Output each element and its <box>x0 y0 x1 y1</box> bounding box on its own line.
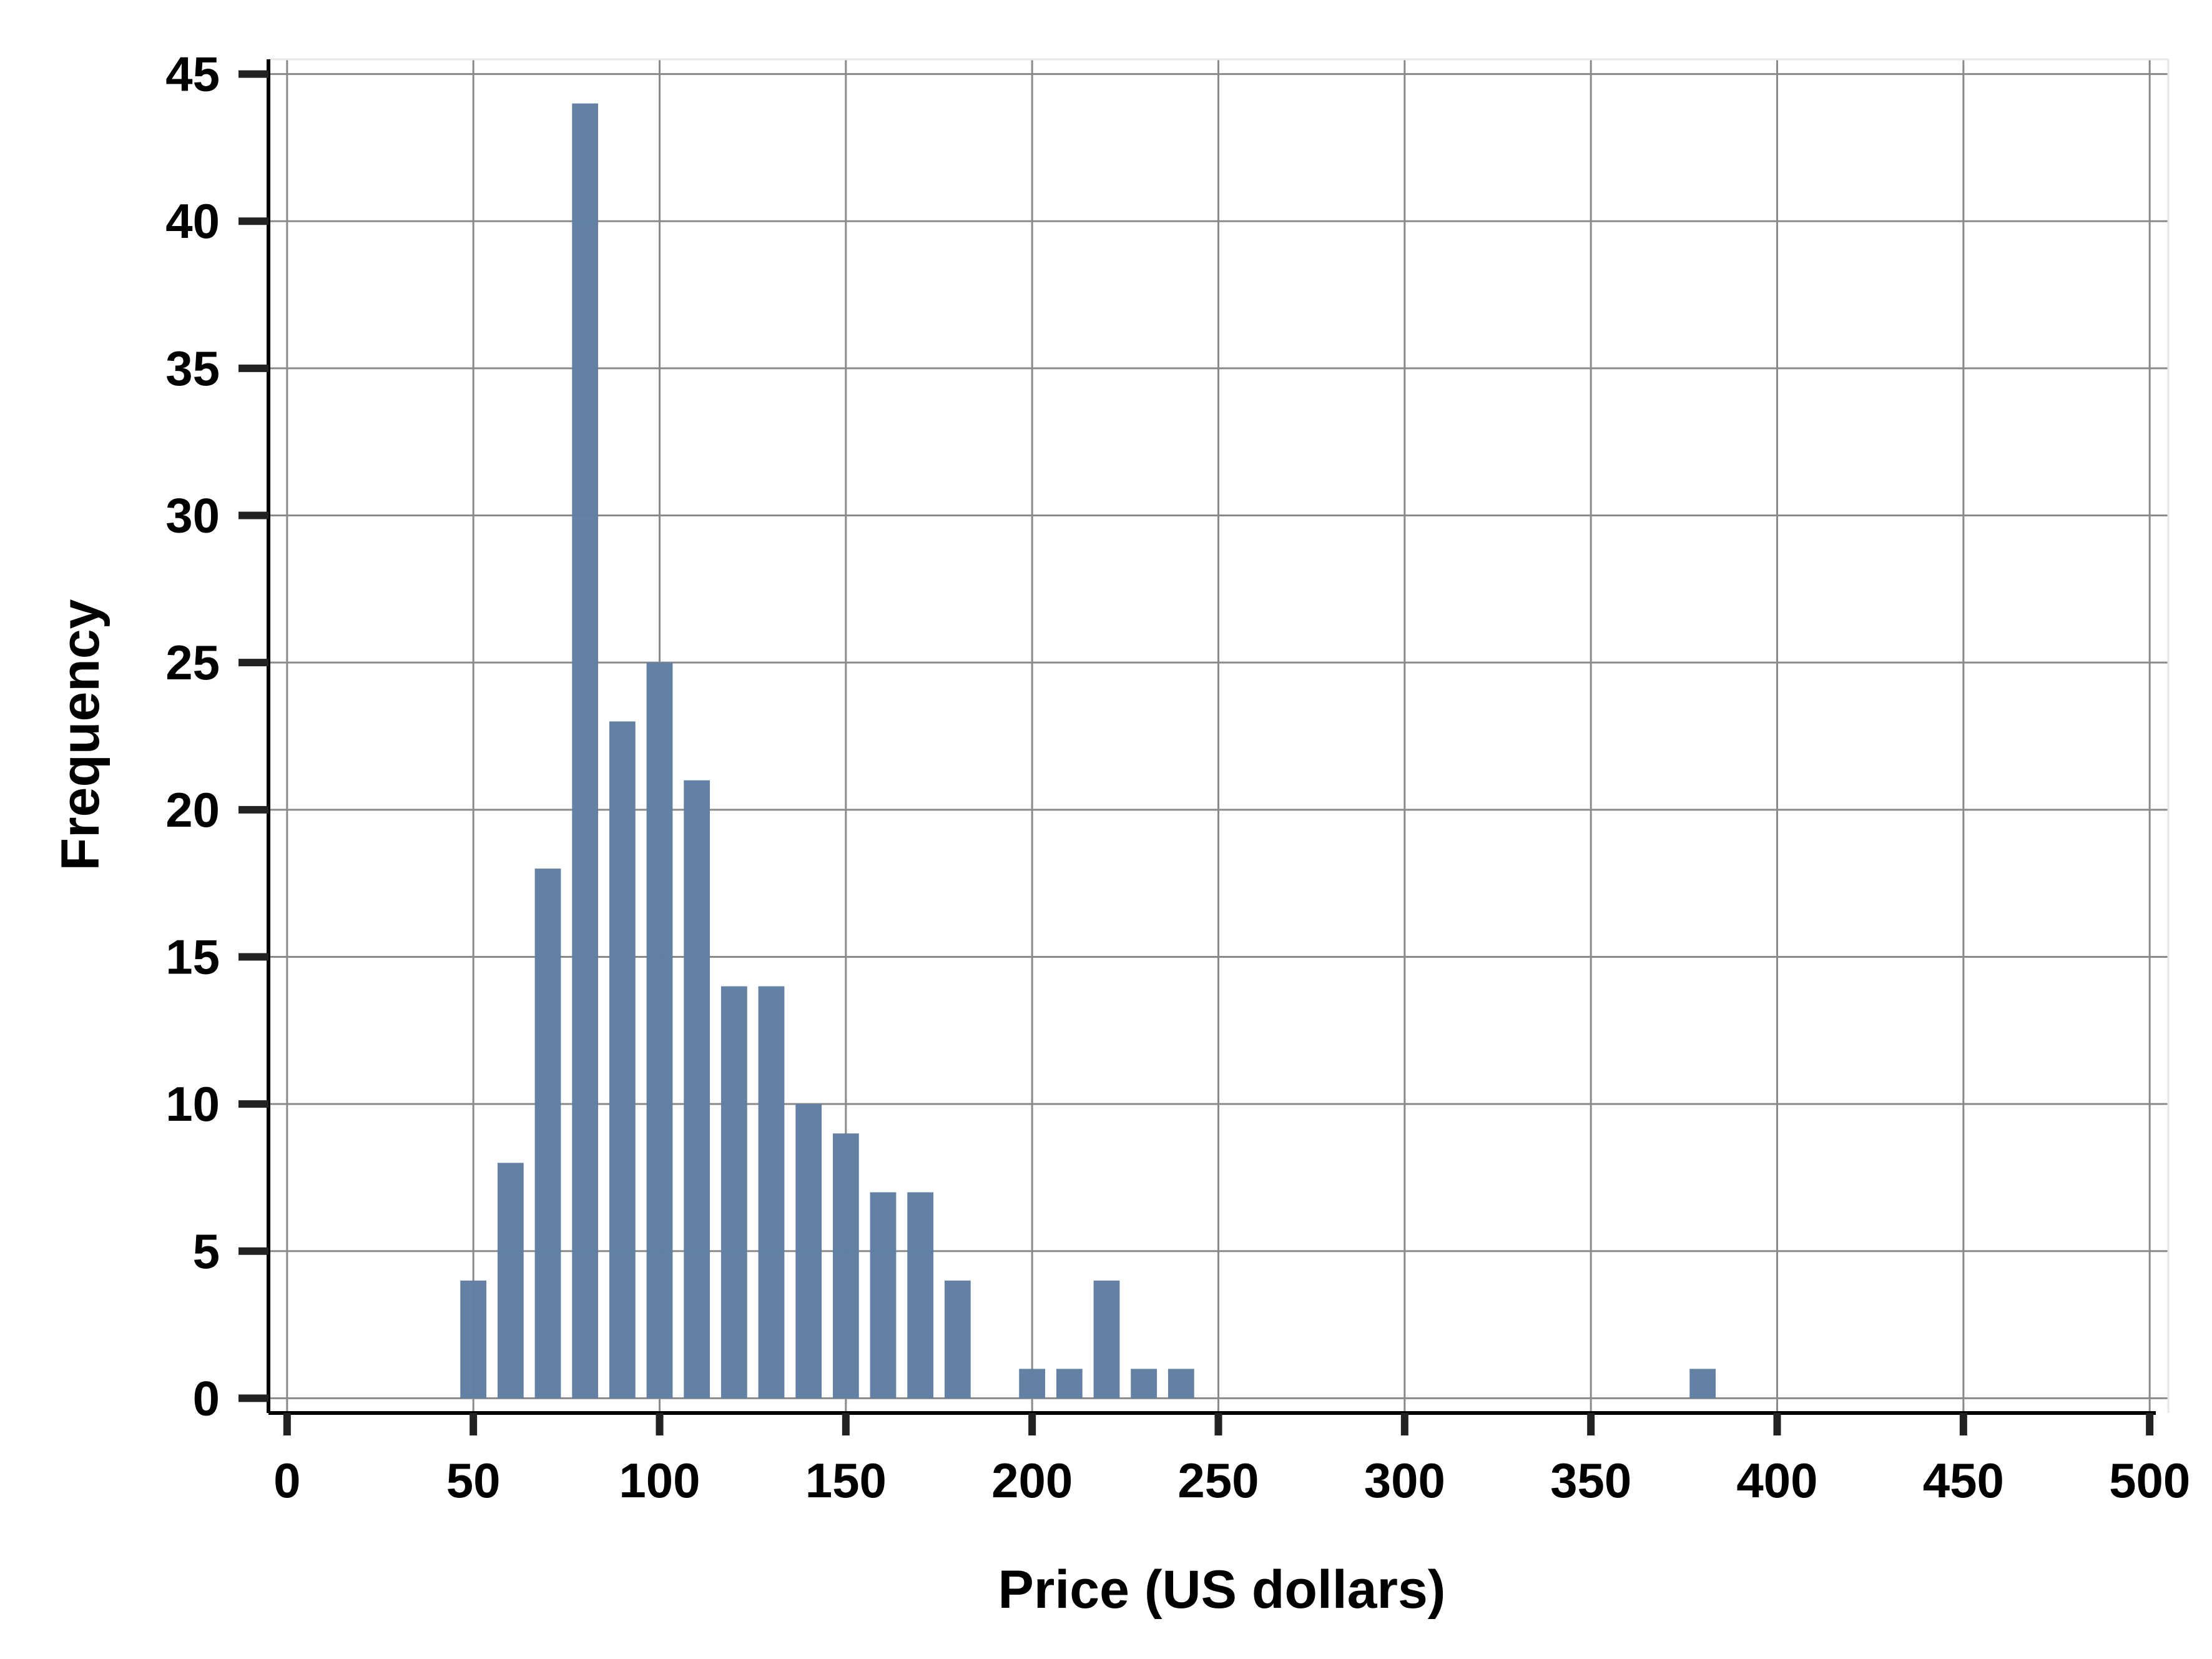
histogram-bar <box>907 1192 934 1399</box>
y-tick-label: 40 <box>165 194 220 249</box>
histogram-bar <box>832 1133 859 1399</box>
y-axis-label: Frequency <box>51 599 111 870</box>
histogram-bar <box>720 986 747 1399</box>
x-tick-label: 250 <box>1177 1453 1259 1508</box>
y-tick-label: 30 <box>165 488 220 543</box>
x-tick-label: 0 <box>273 1453 300 1508</box>
x-tick-label: 200 <box>991 1453 1073 1508</box>
y-tick-label: 35 <box>165 341 220 396</box>
x-tick-label: 100 <box>619 1453 700 1508</box>
y-tick-label: 15 <box>165 929 220 984</box>
bars <box>460 103 1716 1399</box>
x-tick-label: 450 <box>1923 1453 2004 1508</box>
histogram-bar <box>684 780 710 1399</box>
x-tick-label: 500 <box>2109 1453 2190 1508</box>
histogram-bar <box>1093 1280 1120 1399</box>
x-tick-label: 50 <box>446 1453 501 1508</box>
y-tick-label: 45 <box>165 47 220 102</box>
histogram-bar <box>460 1280 487 1399</box>
y-tick-label: 25 <box>165 635 220 690</box>
histogram-bar <box>1131 1369 1158 1399</box>
histogram-bar <box>646 662 673 1399</box>
grid-lines <box>268 58 2170 1413</box>
histogram-bar <box>758 986 785 1399</box>
y-axis-ticks: 0 5 10 15 20 25 30 35 40 45 <box>165 47 268 1425</box>
histogram-bar <box>944 1280 971 1399</box>
x-tick-label: 400 <box>1736 1453 1817 1508</box>
y-tick-label: 10 <box>165 1076 220 1131</box>
x-axis-ticks: 0 50 100 150 200 250 300 350 400 450 500 <box>273 1413 2190 1508</box>
x-tick-label: 300 <box>1364 1453 1445 1508</box>
histogram-bar <box>795 1104 822 1399</box>
axes <box>267 59 2156 1415</box>
y-tick-label: 20 <box>165 782 220 837</box>
histogram-bar <box>609 721 636 1399</box>
histogram-bar <box>1689 1369 1716 1399</box>
y-tick-label: 5 <box>193 1224 220 1279</box>
histogram-bar <box>1019 1369 1046 1399</box>
histogram-bar <box>1056 1369 1083 1399</box>
histogram-bar <box>870 1192 897 1399</box>
histogram-bar <box>1167 1369 1194 1399</box>
x-tick-label: 150 <box>805 1453 887 1508</box>
x-tick-label: 350 <box>1550 1453 1631 1508</box>
histogram-bar <box>497 1163 524 1399</box>
x-axis-label: Price (US dollars) <box>998 1560 1446 1620</box>
histogram-bar <box>534 869 561 1399</box>
y-tick-label: 0 <box>193 1371 220 1425</box>
histogram-bar <box>572 103 599 1399</box>
